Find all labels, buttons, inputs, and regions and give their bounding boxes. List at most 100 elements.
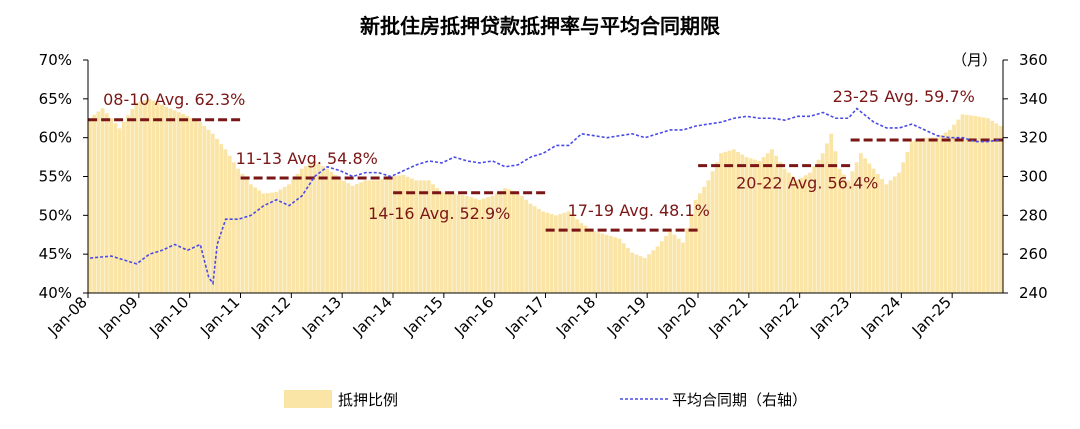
bar-mark (532, 206, 537, 293)
bar-mark (842, 174, 846, 293)
bar-mark (930, 137, 935, 293)
bar-mark (96, 111, 101, 294)
bar-mark (922, 137, 927, 293)
bar-mark (774, 155, 779, 293)
bar-mark (808, 172, 812, 293)
bar-mark (308, 163, 313, 293)
avg-label: 23-25 Avg. 59.7% (833, 87, 975, 106)
x-tick-label: Jan-17 (501, 293, 548, 340)
bar-mark (393, 175, 397, 293)
bar-mark (354, 184, 359, 293)
bar-mark (388, 176, 393, 293)
bar-mark (592, 230, 596, 293)
bar-mark (160, 104, 164, 293)
left-tick-label: 50% (39, 206, 72, 224)
bar-mark (401, 174, 406, 293)
bar-mark (465, 195, 469, 293)
left-tick-label: 45% (39, 245, 72, 263)
bar-mark (786, 172, 791, 293)
bar-mark (863, 158, 868, 293)
bar-mark (236, 168, 241, 293)
bar-mark (439, 192, 444, 293)
bar-mark (117, 128, 122, 293)
bar-mark (316, 163, 321, 293)
bar-mark (240, 173, 245, 293)
x-tick-label: Jan-21 (705, 293, 752, 340)
bar-mark (291, 179, 296, 293)
line-series (90, 107, 1002, 286)
bar-mark (409, 178, 414, 293)
bar-mark (630, 252, 635, 293)
bar-mark (456, 194, 461, 293)
bar-mark (888, 180, 893, 293)
bar-mark (566, 211, 571, 293)
bar-mark (621, 243, 626, 293)
bar-mark (765, 153, 770, 293)
bar-mark (829, 133, 834, 293)
bar-mark (270, 192, 274, 293)
bar-mark (964, 114, 969, 293)
bar-mark (329, 171, 334, 293)
bar-mark (164, 106, 169, 293)
bar-mark (511, 190, 516, 293)
avg-label: 17-19 Avg. 48.1% (568, 201, 710, 220)
line-series-path (90, 107, 1002, 286)
bar-mark (731, 149, 736, 293)
bar-mark (638, 256, 643, 293)
bar-mark (435, 188, 440, 293)
bar-mark (986, 118, 990, 293)
bar-mark (952, 124, 956, 293)
bar-mark (537, 208, 541, 293)
bar-mark (528, 203, 533, 293)
legend-bar-swatch (284, 390, 332, 408)
bar-mark (223, 149, 228, 293)
bar-mark (803, 175, 808, 293)
bar-mark (202, 126, 207, 294)
bar-mark (892, 176, 897, 293)
bar-mark (278, 189, 283, 293)
bar-mark (977, 116, 982, 293)
bar-mark (816, 159, 821, 293)
x-tick-label: Jan-20 (654, 293, 701, 340)
bar-mark (558, 214, 563, 293)
bar-mark (570, 215, 575, 293)
bar-mark (562, 212, 567, 293)
bar-mark (104, 113, 109, 293)
x-tick-label: Jan-18 (552, 293, 599, 340)
bar-mark (943, 132, 948, 293)
bar-mark (545, 212, 550, 293)
bar-mark (507, 189, 512, 293)
bar-mark (248, 184, 253, 293)
bar-mark (215, 138, 219, 293)
bar-mark (350, 185, 355, 293)
x-tick-label: Jan-09 (95, 293, 142, 340)
right-axis-unit: （月） (952, 51, 997, 69)
right-tick-label: 360 (1019, 51, 1048, 69)
bar-mark (397, 175, 402, 293)
bar-mark (346, 183, 351, 293)
bar-mark (689, 214, 694, 293)
bar-mark (757, 160, 762, 293)
bar-mark (155, 102, 160, 293)
bar-mark (312, 160, 317, 293)
bar-mark (490, 195, 495, 293)
bar-mark (295, 173, 300, 293)
bar-mark (799, 177, 804, 293)
bar-mark (791, 176, 795, 293)
left-tick-label: 70% (39, 51, 72, 69)
bar-mark (587, 228, 592, 293)
bar-mark (405, 176, 410, 293)
bar-mark (418, 180, 423, 293)
x-tick-label: Jan-19 (603, 293, 650, 340)
x-tick-label: Jan-22 (755, 293, 802, 340)
bar-mark (736, 151, 740, 293)
bar-mark (426, 180, 431, 293)
chart-title: 新批住房抵押贷款抵押率与平均合同期限 (360, 14, 720, 38)
bar-mark (257, 190, 262, 293)
bar-mark (672, 234, 677, 293)
bar-mark (884, 184, 889, 293)
bar-mark (134, 102, 139, 293)
bar-mark (659, 241, 664, 293)
bar-mark (702, 186, 707, 293)
